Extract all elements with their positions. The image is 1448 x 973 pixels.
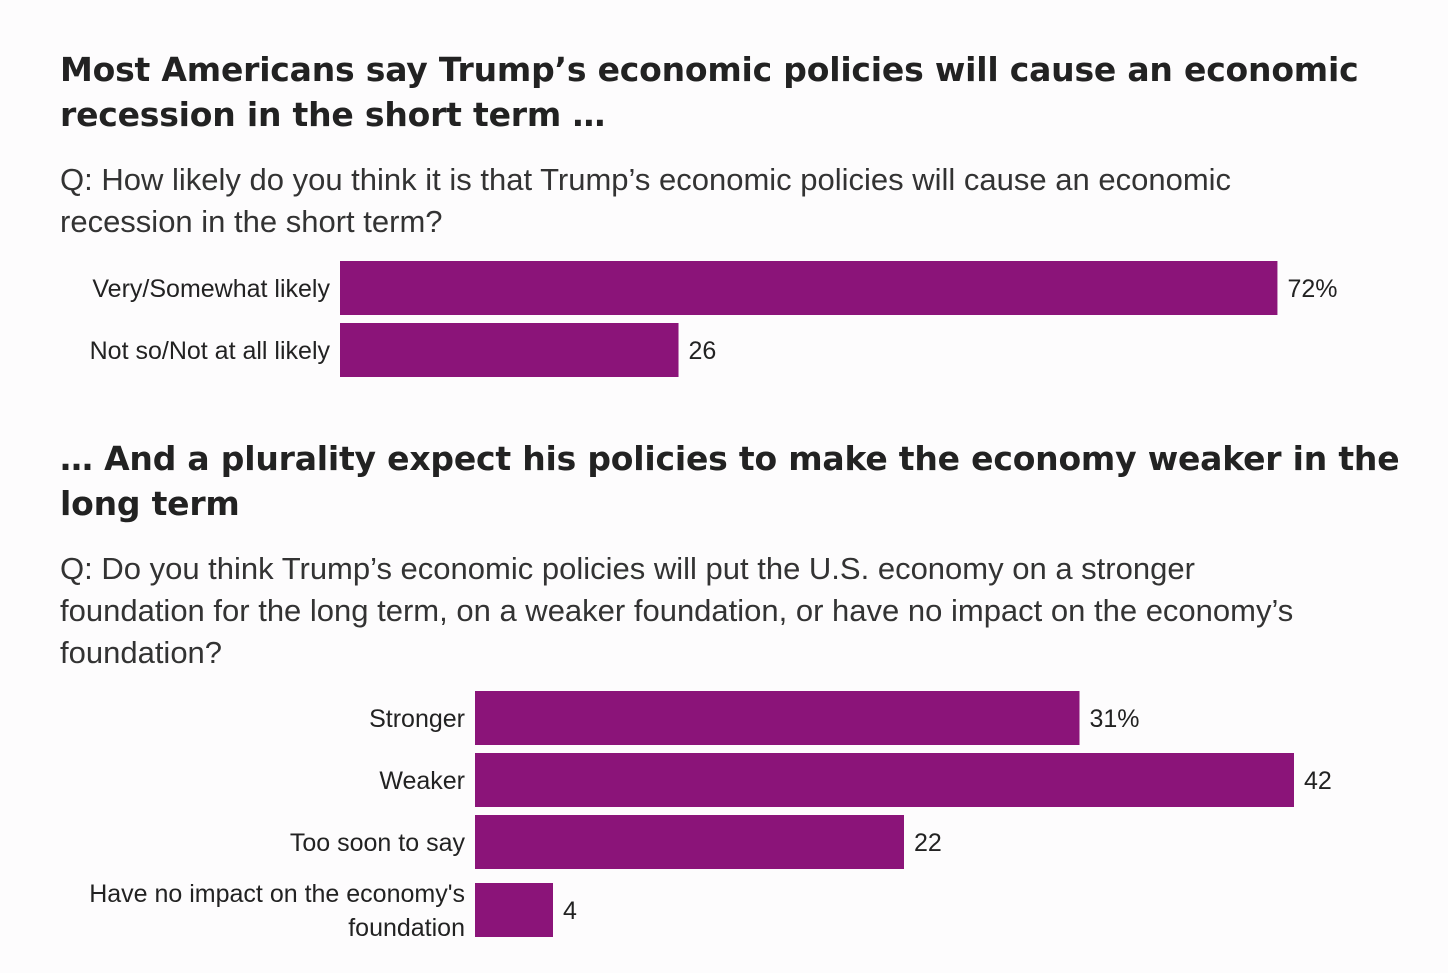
value-label-1-3: 4: [563, 897, 577, 925]
question-recession: Q: How likely do you think it is that Tr…: [60, 162, 1232, 239]
value-label-1-0: 31%: [1090, 705, 1140, 733]
category-label-1-2: Too soon to say: [290, 829, 466, 857]
value-label-0-1: 26: [689, 337, 717, 365]
value-label-1-2: 22: [914, 829, 942, 857]
headline-recession: Most Americans say Trump’s economic poli…: [60, 50, 1359, 134]
value-label-1-1: 42: [1304, 767, 1332, 795]
bar-1-1: [475, 753, 1294, 807]
question-long-term: Q: Do you think Trump’s economic policie…: [60, 551, 1294, 670]
bar-chart-recession: 72% Very/Somewhat likely 26 Not so/Not at a…: [90, 261, 1337, 377]
category-label-1-0: Stronger: [369, 705, 465, 733]
bar-chart-long-term: 31% Stronger 42 Weaker 22 Too soon to say 4 Hav…: [89, 691, 1332, 942]
bar-1-3: [475, 883, 553, 937]
category-label-line: Stronger: [369, 705, 465, 733]
category-label-line: Very/Somewhat likely: [92, 275, 330, 303]
value-label-0-0: 72%: [1287, 275, 1337, 303]
category-label-line: Too soon to say: [290, 829, 466, 857]
bar-0-0: [340, 261, 1278, 315]
bar-1-0: [475, 691, 1080, 745]
bar-0-1: [340, 323, 679, 377]
headline-long-term: … And a plurality expect his policies to…: [60, 439, 1400, 523]
category-label-0-0: Very/Somewhat likely: [92, 275, 330, 303]
category-label-1-1: Weaker: [379, 767, 465, 795]
bar-1-2: [475, 815, 904, 869]
category-label-line: Not so/Not at all likely: [90, 337, 331, 365]
category-label-line: foundation: [348, 914, 465, 942]
category-label-line: Have no impact on the economy's: [89, 880, 465, 908]
category-label-0-1: Not so/Not at all likely: [90, 337, 331, 365]
category-label-line: Weaker: [379, 767, 465, 795]
category-label-1-3: Have no impact on the economy's foundatio…: [89, 880, 465, 942]
